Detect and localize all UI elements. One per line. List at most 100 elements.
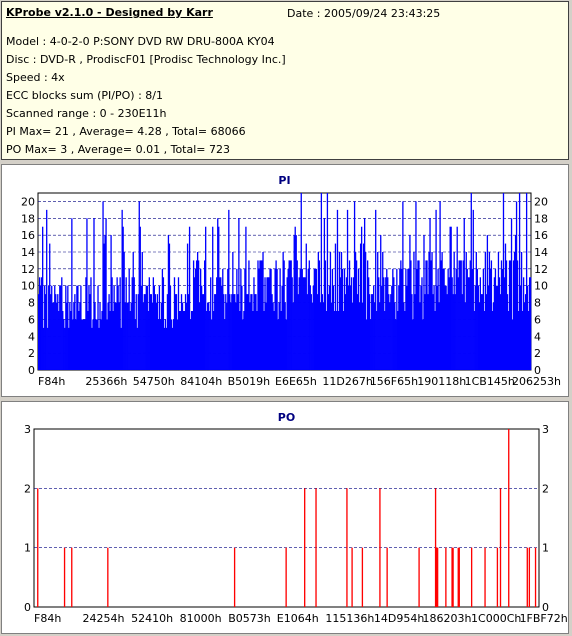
bar [313,268,315,370]
bar [254,294,256,370]
bar [312,285,314,370]
bar [390,294,392,370]
bar [355,260,358,370]
bar [304,277,306,370]
bar [462,260,464,370]
bar [142,302,144,370]
info-panel: KProbe v2.1.0 - Designed by Karr Date : … [1,1,569,160]
bar [513,252,516,370]
bar [98,327,100,370]
bar [317,252,320,370]
bar [351,302,354,370]
bar [51,285,53,370]
y-tick-label-right: 6 [534,313,541,326]
bar [148,277,150,370]
bar [309,285,311,370]
bar [233,294,235,370]
bar [196,252,199,370]
bar [417,260,419,370]
x-tick-label: E6E65h [275,375,317,388]
bar [110,235,112,370]
bar [511,319,514,370]
bar [472,209,474,370]
bar [457,277,459,370]
bar [175,294,178,370]
bar [238,218,240,370]
bar [413,252,415,370]
bar [375,209,377,370]
bar [386,268,388,370]
bar [368,277,370,370]
bar [107,547,109,607]
bar [251,294,253,370]
bar [347,285,350,370]
bar [434,488,437,607]
y-tick-label-right: 10 [534,280,548,293]
bar [65,285,67,370]
bar [147,311,149,370]
bar [480,294,482,370]
bar [275,260,277,370]
bar [377,252,379,370]
bar [350,277,353,370]
bar [437,268,439,370]
bar [39,277,41,370]
bar [504,243,507,370]
y-tick-label-left: 1 [24,542,31,555]
bar [523,302,526,370]
bar [438,302,440,370]
bar [330,302,333,370]
x-tick-label: 84104h [180,375,222,388]
bar [176,319,179,370]
bar [117,285,119,370]
bar [454,294,456,370]
bar [435,209,437,370]
bar [305,243,307,370]
y-tick-label-right: 20 [534,195,548,208]
bar [301,268,303,370]
bar [461,294,463,370]
bar [430,260,432,370]
bar [371,294,373,370]
po-chart-panel: PO 0 0 1 1 2 2 3 3 F84h 24254h 52410h 81000h B0573h E1… [1,401,569,634]
bar [307,268,309,370]
bar [374,302,376,370]
bar [198,302,201,370]
x-tick-label: F84h [34,612,61,625]
bar [502,193,505,370]
bar [501,268,504,370]
bar [270,268,272,370]
x-tick-label: 11D267h [322,375,372,388]
y-tick-label-left: 18 [21,212,35,225]
bar [288,260,290,370]
bar [277,319,279,370]
scan-date: Date : 2005/09/24 23:43:25 [287,7,441,20]
bar [152,277,155,370]
bar [352,277,355,370]
bar [496,285,499,370]
bar [136,327,138,370]
bar [243,311,245,370]
bar [126,302,128,370]
bar [528,277,531,370]
y-tick-label-right: 14 [534,246,548,259]
bar [156,294,159,370]
y-tick-label-left: 8 [28,297,35,310]
bar [162,277,165,370]
bar [261,260,263,370]
bar [268,277,270,370]
bar [232,252,234,370]
bar [510,218,513,370]
bar [324,260,327,370]
bar [102,201,104,370]
bar [488,252,491,370]
bar [88,285,90,370]
bar [318,260,321,370]
bar [341,268,344,370]
bar [282,252,284,370]
x-tick-label: 115136h [325,612,374,625]
bar [534,547,537,607]
model-line: Model : 4-0-2-0 P:SONY DVD RW DRU-800A K… [6,35,275,48]
bar [444,285,446,370]
bar [476,268,478,370]
